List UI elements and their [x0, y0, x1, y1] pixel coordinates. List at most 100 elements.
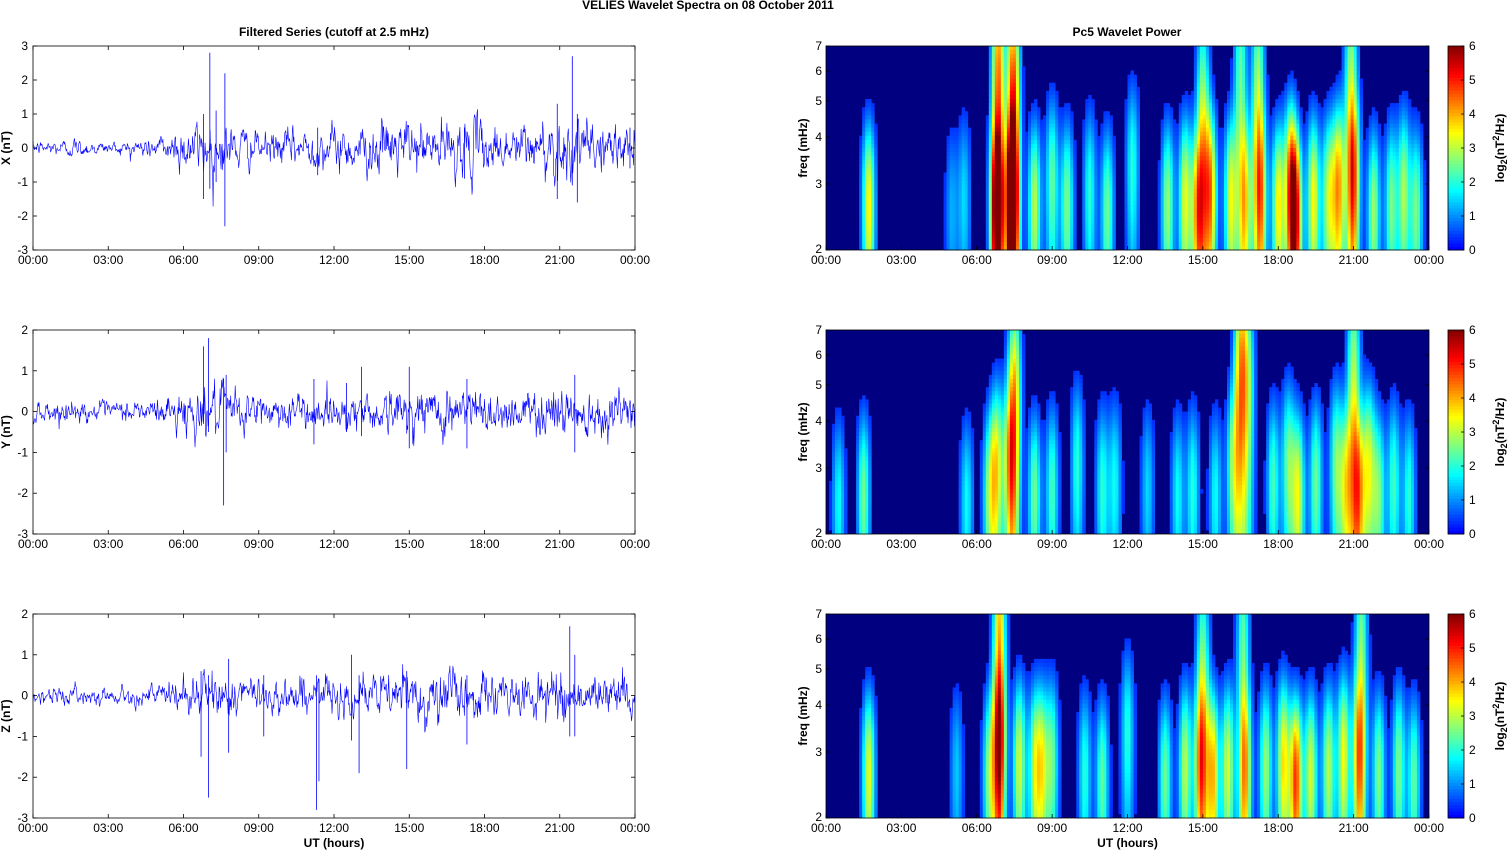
heatmap-cell	[946, 225, 951, 230]
heatmap-cell	[1061, 135, 1065, 141]
heatmap-cell	[1284, 99, 1288, 104]
heatmap-cell	[1214, 123, 1219, 128]
heatmap-cell	[1163, 127, 1168, 133]
heatmap-cell	[1214, 168, 1219, 173]
heatmap-cell	[1112, 152, 1116, 157]
heatmap-cell	[1254, 176, 1258, 182]
heatmap-cell	[1266, 127, 1270, 133]
heatmap-cell	[1233, 213, 1237, 218]
heatmap-cell	[1178, 196, 1183, 202]
heatmap-cell	[1214, 209, 1219, 214]
heatmap-cell	[1245, 148, 1249, 153]
heatmap-cell	[985, 233, 990, 239]
heatmap-cell	[868, 172, 872, 177]
heatmap-cell	[1257, 82, 1261, 88]
heatmap-cell	[1242, 217, 1246, 222]
heatmap-cell	[1220, 168, 1225, 173]
heatmap-cell	[1275, 245, 1279, 251]
heatmap-cell	[1184, 119, 1189, 124]
heatmap-cell	[1000, 192, 1005, 198]
heatmap-cell	[1157, 172, 1162, 177]
heatmap-cell	[1266, 156, 1270, 161]
heatmap-cell	[862, 245, 866, 251]
heatmap-cell	[874, 164, 878, 169]
heatmap-cell	[964, 225, 969, 230]
heatmap-cell	[1205, 58, 1210, 63]
heatmap-cell	[1040, 229, 1044, 235]
heatmap-cell	[1281, 139, 1285, 145]
heatmap-cell	[1006, 86, 1011, 92]
heatmap-cell	[1305, 201, 1309, 206]
heatmap-cell	[1208, 90, 1213, 96]
heatmap-cell	[1275, 225, 1279, 230]
heatmap-cell	[1067, 213, 1071, 218]
heatmap-cell	[1091, 229, 1095, 235]
heatmap-cell	[1193, 229, 1198, 235]
heatmap-cell	[1166, 176, 1171, 182]
heatmap-cell	[1106, 241, 1110, 247]
heatmap-cell	[1130, 131, 1134, 137]
heatmap-cell	[1181, 107, 1186, 112]
heatmap-cell	[1000, 62, 1005, 67]
heatmap-cell	[1024, 164, 1029, 169]
heatmap-cell	[1272, 217, 1276, 222]
heatmap-cell	[997, 192, 1002, 198]
heatmap-cell	[1021, 107, 1026, 112]
heatmap-cell	[1332, 168, 1336, 173]
heatmap-cell	[1024, 135, 1029, 141]
heatmap-cell	[1202, 245, 1207, 251]
heatmap-cell	[1205, 135, 1210, 141]
heatmap-cell	[1021, 164, 1026, 169]
heatmap-cell	[1000, 213, 1005, 218]
heatmap-cell	[1187, 135, 1192, 141]
heatmap-cell	[1320, 160, 1324, 165]
heatmap-cell	[1000, 229, 1005, 235]
heatmap-cell	[1208, 172, 1213, 177]
heatmap-cell	[1290, 86, 1294, 92]
heatmap-cell	[862, 115, 866, 120]
heatmap-cell	[1263, 131, 1267, 137]
heatmap-cell	[1130, 78, 1134, 84]
heatmap-cell	[1314, 205, 1318, 210]
heatmap-cell	[1230, 201, 1234, 206]
heatmap-cell	[1275, 164, 1279, 169]
heatmap-cell	[1199, 99, 1204, 104]
heatmap-cell	[1193, 58, 1198, 63]
heatmap-cell	[1112, 180, 1116, 186]
heatmap-cell	[1085, 103, 1089, 108]
heatmap-cell	[1302, 201, 1306, 206]
heatmap-cell	[955, 168, 960, 173]
heatmap-cell	[1245, 127, 1249, 133]
heatmap-cell	[1157, 209, 1162, 214]
heatmap-cell	[1236, 82, 1240, 88]
heatmap-cell	[1323, 111, 1327, 116]
heatmap-cell	[1242, 46, 1246, 51]
series-xtick-label-1-2: 06:00	[168, 537, 198, 551]
heatmap-cell	[1166, 237, 1171, 243]
heatmap-cell	[1308, 160, 1312, 165]
heatmap-cell	[1236, 111, 1240, 116]
heatmap-cell	[1127, 245, 1131, 251]
heatmap-cell	[862, 217, 866, 222]
heatmap-cell	[1332, 172, 1336, 177]
heatmap-cell	[994, 107, 999, 112]
heatmap-cell	[1311, 180, 1315, 186]
heatmap-cell	[949, 164, 954, 169]
heatmap-cell	[1166, 188, 1171, 194]
heatmap-cell	[862, 180, 866, 186]
heatmap-cell	[1124, 221, 1128, 226]
heatmap-cell	[1202, 192, 1207, 198]
heatmap-cell	[1015, 54, 1020, 59]
heatmap-cell	[1097, 168, 1101, 173]
heatmap-cell	[1223, 209, 1228, 214]
heatmap-cell	[1061, 196, 1065, 202]
heatmap-cell	[1082, 217, 1086, 222]
heatmap-cell	[1248, 245, 1252, 251]
heatmap-cell	[1251, 188, 1255, 194]
heatmap-cell	[1211, 119, 1216, 124]
heatmap-cell	[1103, 139, 1107, 145]
heatmap-cell	[1000, 127, 1005, 133]
heatmap-cell	[1006, 107, 1011, 112]
heatmap-cell	[1329, 205, 1333, 210]
heatmap-cell	[1106, 229, 1110, 235]
